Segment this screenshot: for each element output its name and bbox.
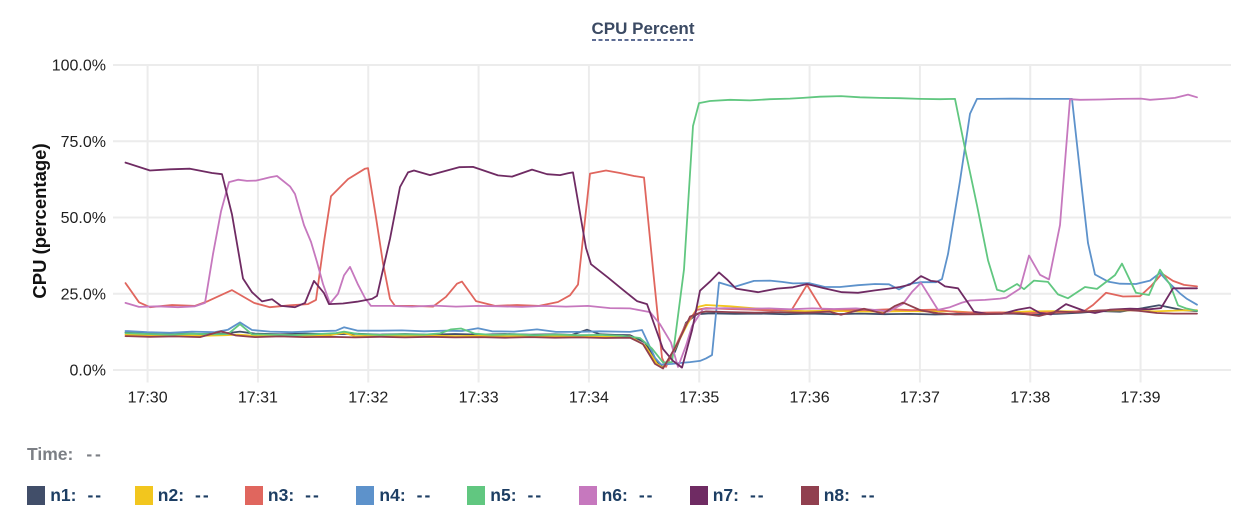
svg-text:17:30: 17:30	[128, 389, 168, 406]
svg-text:17:33: 17:33	[459, 389, 499, 406]
svg-text:17:32: 17:32	[348, 389, 388, 406]
svg-text:50.0%: 50.0%	[61, 210, 106, 227]
svg-text:CPU (percentage): CPU (percentage)	[29, 143, 50, 298]
svg-text:100.0%: 100.0%	[52, 58, 106, 75]
svg-text:75.0%: 75.0%	[61, 134, 106, 151]
svg-text:17:38: 17:38	[1010, 389, 1050, 406]
svg-text:17:39: 17:39	[1121, 389, 1161, 406]
svg-text:17:36: 17:36	[790, 389, 830, 406]
svg-text:25.0%: 25.0%	[61, 286, 106, 303]
svg-text:17:34: 17:34	[569, 389, 609, 406]
svg-text:17:31: 17:31	[238, 389, 278, 406]
svg-text:0.0%: 0.0%	[70, 363, 106, 380]
svg-text:17:35: 17:35	[679, 389, 719, 406]
svg-text:17:37: 17:37	[900, 389, 940, 406]
